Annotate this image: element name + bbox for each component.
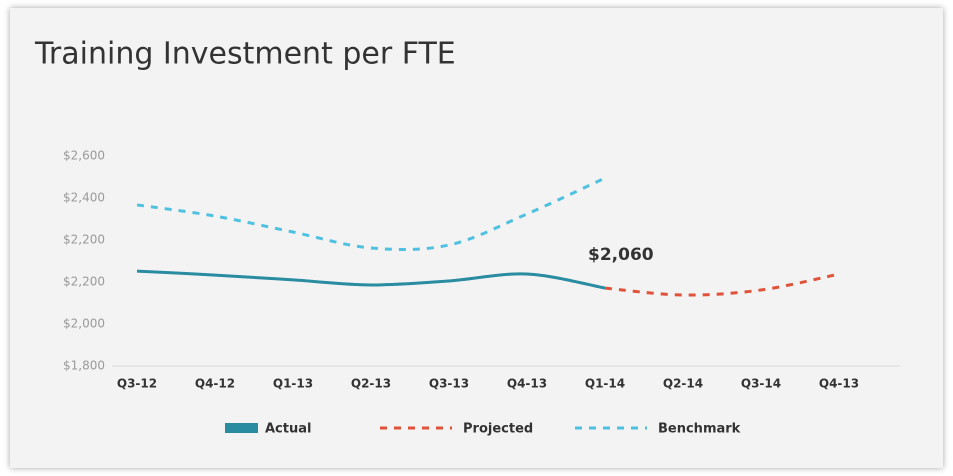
series-line: [136, 176, 606, 252]
y-tick-label: $1,800: [63, 359, 105, 373]
card: [10, 8, 943, 468]
legend-swatch: [225, 423, 258, 433]
legend-label: Actual: [265, 422, 311, 437]
x-tick-label: Q4-12: [195, 377, 235, 391]
x-tick-label: Q2-14: [663, 377, 703, 391]
y-tick-label: $2,200: [63, 275, 105, 289]
legend-label: Projected: [463, 422, 533, 437]
y-tick-label: $2,600: [63, 149, 105, 163]
annotation: $2,060: [588, 245, 654, 265]
x-tick-label: Q2-13: [351, 377, 391, 391]
x-tick-label: Q3-14: [741, 377, 781, 391]
x-tick-label: Q1-14: [585, 377, 625, 391]
series-line: [604, 272, 840, 297]
x-tick-label: Q4-13: [507, 377, 547, 391]
x-tick-label: Q1-13: [273, 377, 313, 391]
x-tick-label: Q3-13: [429, 377, 469, 391]
x-tick-label: Q4-13: [819, 377, 859, 391]
legend-label: Benchmark: [658, 422, 741, 437]
series-line: [136, 269, 606, 290]
y-tick-label: $2,000: [63, 317, 105, 331]
x-tick-label: Q3-12: [117, 377, 157, 391]
y-tick-label: $2,400: [63, 191, 105, 205]
y-tick-label: $2,200: [63, 233, 105, 247]
chart-title: Training Investment per FTE: [34, 37, 456, 72]
